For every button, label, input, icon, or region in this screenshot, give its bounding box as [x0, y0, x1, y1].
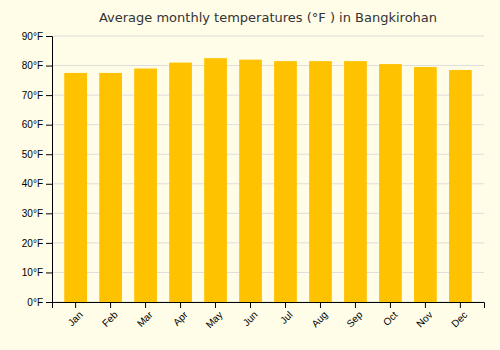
bars	[64, 58, 472, 302]
tick-label: Aug	[309, 309, 329, 329]
tick-mark	[46, 213, 52, 214]
tick-label: May	[204, 309, 225, 330]
tick: Nov	[414, 302, 434, 329]
tick: Jun	[241, 302, 260, 328]
tick-mark	[46, 66, 52, 67]
tick: 80°F	[22, 60, 52, 71]
tick-label: 0°F	[27, 297, 43, 308]
tick-mark	[46, 36, 52, 37]
tick: 0°F	[27, 297, 52, 308]
bar	[239, 60, 262, 302]
axis-line	[53, 303, 485, 309]
bar	[309, 61, 332, 302]
tick-mark	[46, 302, 52, 303]
y-axis: 0°F 10°F 20°F 30°F 40°F 50°F 60°F 70°F 80°F 90°F	[22, 31, 53, 308]
tick: 50°F	[22, 149, 52, 160]
tick-label: Dec	[449, 309, 469, 329]
tick-mark	[46, 154, 52, 155]
tick-mark	[425, 302, 426, 308]
tick-mark	[46, 272, 52, 273]
grid-line	[52, 36, 484, 37]
tick-mark	[320, 302, 321, 308]
tick-label: 20°F	[22, 238, 43, 249]
bar	[169, 63, 192, 302]
tick-label: Jul	[278, 309, 295, 326]
tick-mark	[390, 302, 391, 308]
tick-mark	[180, 302, 181, 308]
tick: 10°F	[22, 267, 52, 278]
tick-label: 40°F	[22, 178, 43, 189]
tick-mark	[145, 302, 146, 308]
tick: Jul	[278, 302, 295, 326]
tick-mark	[46, 243, 52, 244]
tick-label: 60°F	[22, 119, 43, 130]
tick-label: Mar	[135, 309, 155, 329]
tick: Jan	[66, 302, 85, 328]
tick: 20°F	[22, 238, 52, 249]
tick: Dec	[449, 302, 469, 329]
title: Average monthly temperatures (°F ) in Ba…	[99, 10, 437, 25]
tick-mark	[285, 302, 286, 308]
tick-label: 90°F	[22, 31, 43, 42]
grid	[52, 36, 484, 302]
bar	[414, 67, 437, 302]
tick: 90°F	[22, 31, 52, 42]
plot: 0°F 10°F 20°F 30°F 40°F 50°F 60°F 70°F 80°F 90°F J…	[22, 31, 485, 331]
tick-label: Sep	[344, 309, 365, 330]
tick-label: Jan	[66, 309, 85, 328]
tick: Feb	[100, 302, 120, 329]
tick-mark	[460, 302, 461, 308]
tick: May	[204, 302, 225, 330]
tick-label: 80°F	[22, 60, 43, 71]
x-axis: Jan Feb Mar Apr May Jun Jul Aug Sep Oct Nov Dec	[53, 302, 485, 330]
tick-mark	[110, 302, 111, 308]
tick-label: Oct	[381, 309, 400, 328]
tick-label: Nov	[414, 309, 434, 329]
tick-label: Apr	[171, 309, 190, 328]
chart: 0°F 10°F 20°F 30°F 40°F 50°F 60°F 70°F 80°F 90°F J…	[0, 0, 500, 350]
tick: 30°F	[22, 208, 52, 219]
bar	[64, 73, 87, 302]
bar	[134, 69, 157, 302]
tick: Apr	[171, 302, 190, 328]
tick: Aug	[309, 302, 329, 329]
tick: 70°F	[22, 90, 52, 101]
tick-mark	[250, 302, 251, 308]
bar	[274, 61, 297, 302]
bar	[379, 64, 402, 302]
tick-label: 30°F	[22, 208, 43, 219]
tick-label: 70°F	[22, 90, 43, 101]
tick: Oct	[381, 302, 400, 328]
tick-mark	[46, 125, 52, 126]
tick-label: Jun	[241, 309, 260, 328]
tick: Mar	[135, 302, 155, 329]
axis-line	[46, 37, 53, 303]
bar	[99, 73, 122, 302]
bar	[449, 70, 472, 302]
tick: 40°F	[22, 178, 52, 189]
tick-mark	[215, 302, 216, 308]
tick-mark	[75, 302, 76, 308]
tick-label: 50°F	[22, 149, 43, 160]
tick-mark	[355, 302, 356, 308]
tick: 60°F	[22, 119, 52, 130]
tick-label: 10°F	[22, 267, 43, 278]
tick-mark	[46, 184, 52, 185]
tick-mark	[46, 95, 52, 96]
grid-line	[52, 65, 484, 66]
tick: Sep	[344, 302, 365, 329]
bar	[204, 58, 227, 302]
bar	[344, 61, 367, 302]
tick-label: Feb	[100, 309, 120, 329]
